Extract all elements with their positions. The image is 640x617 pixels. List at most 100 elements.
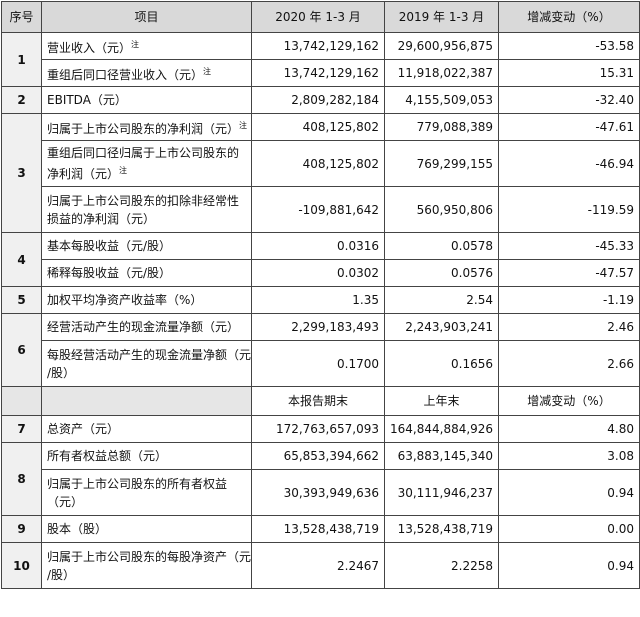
value-cell: -53.58 xyxy=(498,32,640,60)
value-cell: 0.1700 xyxy=(251,340,385,387)
header-cell: 2020 年 1-3 月 xyxy=(251,1,385,33)
note-mark: 注 xyxy=(131,39,140,49)
data-row: 4 基本每股收益（元/股） 0.0316 0.0578 -45.33 xyxy=(1,232,640,287)
data-row: 10 归属于上市公司股东的每股净资产（元/股） 2.2467 2.2258 0.94 xyxy=(1,542,640,589)
value-cell: 11,918,022,387 xyxy=(384,59,499,87)
item-cell: 归属于上市公司股东的每股净资产（元/股） xyxy=(41,542,252,589)
value-cell: 30,111,946,237 xyxy=(384,469,499,516)
note-mark: 注 xyxy=(203,66,212,76)
subheader-cell: 上年末 xyxy=(384,386,499,416)
value-cell: 172,763,657,093 xyxy=(251,415,385,443)
item-text: 经营活动产生的现金流量净额（元） xyxy=(47,320,240,334)
row-number: 3 xyxy=(1,113,42,233)
header-cell: 2019 年 1-3 月 xyxy=(384,1,499,33)
value-cell: 560,950,806 xyxy=(384,186,499,233)
note-mark: 注 xyxy=(119,166,128,175)
value-cell: 65,853,394,662 xyxy=(251,442,385,470)
item-text: 净利润（元） xyxy=(47,167,120,181)
item-text: （元） xyxy=(47,494,84,509)
data-row: 归属于上市公司股东的扣除非经常性 损益的净利润（元） -109,881,642 560… xyxy=(2,186,640,233)
item-cell: EBITDA（元） xyxy=(41,86,252,114)
value-cell: -1.19 xyxy=(498,286,640,314)
value-cell: 1.35 xyxy=(251,286,385,314)
data-row: 重组后同口径归属于上市公司股东的 净利润（元）注 408,125,802 769,29… xyxy=(2,140,640,187)
value-cell: 63,883,145,340 xyxy=(384,442,499,470)
data-row: 每股经营活动产生的现金流量净额（元/股） 0.1700 0.1656 2.66 xyxy=(2,340,640,387)
value-cell: 769,299,155 xyxy=(384,140,499,187)
value-cell: -119.59 xyxy=(498,186,640,233)
header-row: 序号 项目 2020 年 1-3 月 2019 年 1-3 月增减变动（%） xyxy=(1,1,640,33)
row-number: 10 xyxy=(1,542,42,589)
data-row: 1 营业收入（元）注 13,742,129,162 29,600,956,875 -53… xyxy=(1,32,640,87)
item-text: 营业收入（元） xyxy=(47,40,132,55)
value-cell: 2.66 xyxy=(498,340,640,387)
value-cell: 0.1656 xyxy=(384,340,499,387)
item-text: 重组后同口径归属于上市公司股东的 xyxy=(47,146,240,160)
item-text: 归属于上市公司股东的净利润（元） xyxy=(47,121,240,136)
value-cell: 0.0576 xyxy=(384,259,499,287)
item-text: 归属于上市公司股东的每股净资产（元 xyxy=(47,549,252,564)
value-cell: 0.94 xyxy=(498,469,640,516)
value-cell: 15.31 xyxy=(498,59,640,87)
item-cell: 股本（股） xyxy=(41,515,252,543)
value-cell: 0.0302 xyxy=(251,259,385,287)
value-cell: -47.57 xyxy=(498,259,640,287)
value-cell: -32.40 xyxy=(498,86,640,114)
item-cell: 总资产（元） xyxy=(41,415,252,443)
data-row: 稀释每股收益（元/股） 0.0302 0.0576 -47.57 xyxy=(2,259,640,287)
item-text: 总资产（元） xyxy=(47,422,120,436)
value-cell: 29,600,956,875 xyxy=(384,32,499,60)
subheader-cell: 增减变动（%） xyxy=(498,386,640,416)
item-cell: 营业收入（元）注 xyxy=(41,32,252,60)
item-text: 稀释每股收益（元/股） xyxy=(47,266,172,280)
value-cell: 2,809,282,184 xyxy=(251,86,385,114)
row-number: 4 xyxy=(1,232,42,287)
value-cell: 30,393,949,636 xyxy=(251,469,385,516)
value-cell: 408,125,802 xyxy=(251,113,385,141)
value-cell: 4,155,509,053 xyxy=(384,86,499,114)
item-text: 损益的净利润（元） xyxy=(47,211,156,226)
value-cell: 13,742,129,162 xyxy=(251,59,385,87)
data-row: 8 所有者权益总额（元） 65,853,394,662 63,883,145,340 3… xyxy=(1,442,640,516)
value-cell: 3.08 xyxy=(498,442,640,470)
item-text: EBITDA（元） xyxy=(47,93,127,107)
value-cell: 13,528,438,719 xyxy=(384,515,499,543)
blank-cell xyxy=(41,386,252,416)
subheader-row: 本报告期末 上年末 增减变动（%） xyxy=(1,386,640,416)
value-cell: 13,528,438,719 xyxy=(251,515,385,543)
data-row: 重组后同口径营业收入（元）注 13,742,129,162 11,918,022,3… xyxy=(2,59,640,87)
item-text: 归属于上市公司股东的所有者权益 xyxy=(47,476,228,491)
item-cell: 重组后同口径营业收入（元）注 xyxy=(41,59,252,87)
item-cell: 加权平均净资产收益率（%） xyxy=(41,286,252,314)
row-number: 1 xyxy=(1,32,42,87)
value-cell: 4.80 xyxy=(498,415,640,443)
item-cell: 所有者权益总额（元） xyxy=(41,442,252,470)
item-cell: 稀释每股收益（元/股） xyxy=(41,259,252,287)
value-cell: 0.94 xyxy=(498,542,640,589)
blank-cell xyxy=(1,386,42,416)
value-cell: -45.33 xyxy=(498,232,640,260)
item-text: 所有者权益总额（元） xyxy=(47,449,168,463)
value-cell: 2,299,183,493 xyxy=(251,313,385,341)
value-cell: 0.0316 xyxy=(251,232,385,260)
financial-table: 序号 项目 2020 年 1-3 月 2019 年 1-3 月增减变动（%） 1 营业收入… xyxy=(1,1,640,589)
data-row: 2 EBITDA（元） 2,809,282,184 4,155,509,053 -32.… xyxy=(1,86,640,114)
subheader-cell: 本报告期末 xyxy=(251,386,385,416)
item-text: 基本每股收益（元/股） xyxy=(47,239,172,253)
value-cell: 2,243,903,241 xyxy=(384,313,499,341)
header-cell: 增减变动（%） xyxy=(498,1,640,33)
value-cell: 408,125,802 xyxy=(251,140,385,187)
value-cell: 0.0578 xyxy=(384,232,499,260)
item-text: /股） xyxy=(47,365,76,380)
value-cell: -109,881,642 xyxy=(251,186,385,233)
item-cell: 归属于上市公司股东的净利润（元）注 xyxy=(41,113,252,141)
item-text: 每股经营活动产生的现金流量净额（元 xyxy=(47,347,252,362)
item-cell: 重组后同口径归属于上市公司股东的 净利润（元）注 xyxy=(41,140,252,187)
value-cell: -46.94 xyxy=(498,140,640,187)
header-cell: 项目 xyxy=(41,1,252,33)
row-number: 6 xyxy=(1,313,42,387)
value-cell: -47.61 xyxy=(498,113,640,141)
item-text: /股） xyxy=(47,567,76,582)
value-cell: 13,742,129,162 xyxy=(251,32,385,60)
